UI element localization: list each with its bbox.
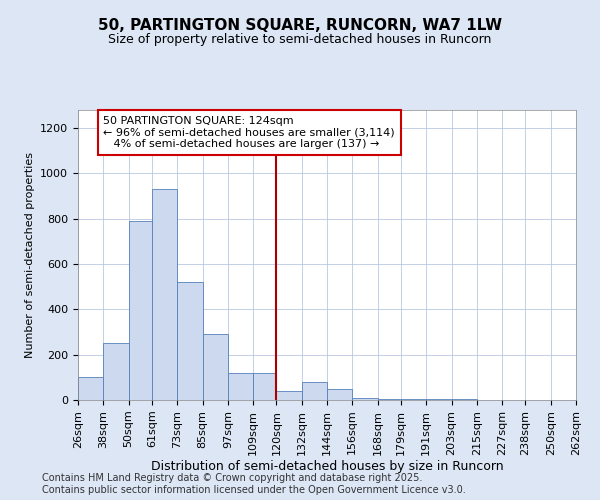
Bar — [78, 378, 103, 400]
Bar — [152, 190, 177, 400]
Bar — [352, 398, 377, 400]
Text: Size of property relative to semi-detached houses in Runcorn: Size of property relative to semi-detach… — [109, 32, 491, 46]
Bar — [103, 344, 128, 400]
Text: 50, PARTINGTON SQUARE, RUNCORN, WA7 1LW: 50, PARTINGTON SQUARE, RUNCORN, WA7 1LW — [98, 18, 502, 32]
Bar — [253, 373, 277, 400]
X-axis label: Distribution of semi-detached houses by size in Runcorn: Distribution of semi-detached houses by … — [151, 460, 503, 473]
Bar — [302, 382, 327, 400]
Bar — [128, 221, 152, 400]
Text: 50 PARTINGTON SQUARE: 124sqm
← 96% of semi-detached houses are smaller (3,114)
 : 50 PARTINGTON SQUARE: 124sqm ← 96% of se… — [103, 116, 395, 149]
Bar — [203, 334, 228, 400]
Bar — [177, 282, 203, 400]
Bar — [277, 391, 302, 400]
Bar — [228, 373, 253, 400]
Bar — [327, 388, 352, 400]
Text: Contains HM Land Registry data © Crown copyright and database right 2025.
Contai: Contains HM Land Registry data © Crown c… — [42, 474, 466, 495]
Bar — [401, 399, 426, 400]
Y-axis label: Number of semi-detached properties: Number of semi-detached properties — [25, 152, 35, 358]
Bar — [377, 399, 401, 400]
